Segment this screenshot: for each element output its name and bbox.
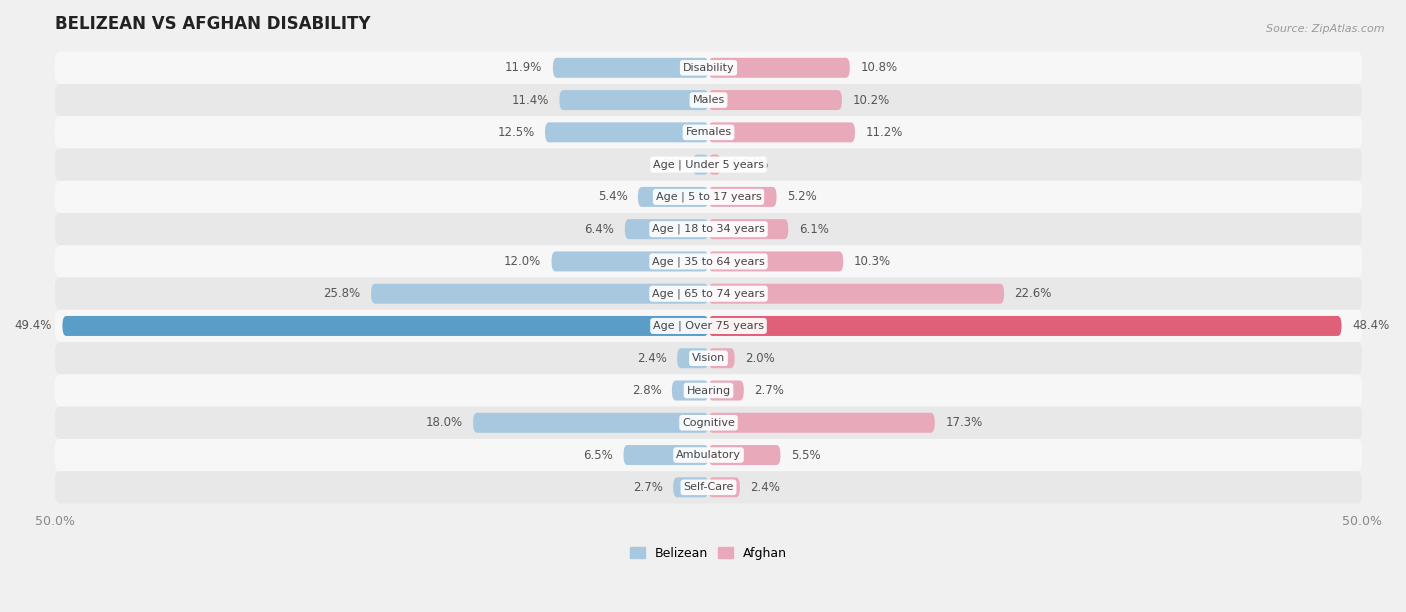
Text: 2.8%: 2.8% — [631, 384, 661, 397]
FancyBboxPatch shape — [638, 187, 709, 207]
Text: 2.4%: 2.4% — [751, 481, 780, 494]
Text: 25.8%: 25.8% — [323, 287, 360, 300]
FancyBboxPatch shape — [472, 412, 709, 433]
FancyBboxPatch shape — [55, 245, 1362, 278]
FancyBboxPatch shape — [55, 181, 1362, 213]
Text: Age | 18 to 34 years: Age | 18 to 34 years — [652, 224, 765, 234]
Text: 1.2%: 1.2% — [652, 158, 682, 171]
Text: Hearing: Hearing — [686, 386, 731, 395]
FancyBboxPatch shape — [709, 58, 849, 78]
Text: 2.7%: 2.7% — [633, 481, 662, 494]
FancyBboxPatch shape — [709, 381, 744, 400]
FancyBboxPatch shape — [55, 342, 1362, 375]
FancyBboxPatch shape — [709, 187, 776, 207]
Text: Females: Females — [686, 127, 731, 137]
Text: Age | 65 to 74 years: Age | 65 to 74 years — [652, 288, 765, 299]
Text: Age | Under 5 years: Age | Under 5 years — [652, 159, 763, 170]
Text: Cognitive: Cognitive — [682, 418, 735, 428]
Text: 22.6%: 22.6% — [1015, 287, 1052, 300]
Text: 11.4%: 11.4% — [512, 94, 548, 106]
Text: 2.0%: 2.0% — [745, 352, 775, 365]
Text: 6.4%: 6.4% — [585, 223, 614, 236]
Legend: Belizean, Afghan: Belizean, Afghan — [624, 542, 792, 565]
Text: 5.5%: 5.5% — [792, 449, 821, 461]
FancyBboxPatch shape — [55, 439, 1362, 471]
Text: 49.4%: 49.4% — [14, 319, 52, 332]
FancyBboxPatch shape — [55, 310, 1362, 342]
FancyBboxPatch shape — [709, 284, 1004, 304]
FancyBboxPatch shape — [709, 155, 721, 174]
Text: Disability: Disability — [683, 63, 734, 73]
Text: Males: Males — [692, 95, 724, 105]
FancyBboxPatch shape — [678, 348, 709, 368]
FancyBboxPatch shape — [709, 252, 844, 272]
Text: Self-Care: Self-Care — [683, 482, 734, 492]
FancyBboxPatch shape — [551, 252, 709, 272]
FancyBboxPatch shape — [672, 381, 709, 400]
Text: 12.5%: 12.5% — [498, 126, 534, 139]
Text: 2.7%: 2.7% — [754, 384, 785, 397]
FancyBboxPatch shape — [709, 348, 735, 368]
Text: Age | Over 75 years: Age | Over 75 years — [652, 321, 763, 331]
FancyBboxPatch shape — [709, 316, 1341, 336]
Text: BELIZEAN VS AFGHAN DISABILITY: BELIZEAN VS AFGHAN DISABILITY — [55, 15, 370, 33]
Text: 12.0%: 12.0% — [503, 255, 541, 268]
Text: 10.8%: 10.8% — [860, 61, 897, 74]
Text: 18.0%: 18.0% — [426, 416, 463, 429]
FancyBboxPatch shape — [62, 316, 709, 336]
FancyBboxPatch shape — [623, 445, 709, 465]
FancyBboxPatch shape — [55, 84, 1362, 116]
Text: Ambulatory: Ambulatory — [676, 450, 741, 460]
FancyBboxPatch shape — [709, 122, 855, 143]
FancyBboxPatch shape — [560, 90, 709, 110]
FancyBboxPatch shape — [673, 477, 709, 498]
Text: Age | 5 to 17 years: Age | 5 to 17 years — [655, 192, 762, 202]
FancyBboxPatch shape — [709, 477, 740, 498]
FancyBboxPatch shape — [709, 219, 789, 239]
Text: 2.4%: 2.4% — [637, 352, 666, 365]
FancyBboxPatch shape — [371, 284, 709, 304]
Text: Source: ZipAtlas.com: Source: ZipAtlas.com — [1267, 24, 1385, 34]
FancyBboxPatch shape — [55, 149, 1362, 181]
FancyBboxPatch shape — [624, 219, 709, 239]
FancyBboxPatch shape — [55, 116, 1362, 149]
FancyBboxPatch shape — [55, 375, 1362, 406]
Text: 6.5%: 6.5% — [583, 449, 613, 461]
FancyBboxPatch shape — [709, 445, 780, 465]
Text: 10.2%: 10.2% — [852, 94, 890, 106]
Text: Age | 35 to 64 years: Age | 35 to 64 years — [652, 256, 765, 267]
FancyBboxPatch shape — [709, 412, 935, 433]
FancyBboxPatch shape — [55, 471, 1362, 504]
Text: 48.4%: 48.4% — [1353, 319, 1389, 332]
Text: 6.1%: 6.1% — [799, 223, 828, 236]
Text: 10.3%: 10.3% — [853, 255, 891, 268]
Text: 0.94%: 0.94% — [731, 158, 769, 171]
Text: 5.4%: 5.4% — [598, 190, 627, 203]
Text: Vision: Vision — [692, 353, 725, 364]
FancyBboxPatch shape — [546, 122, 709, 143]
FancyBboxPatch shape — [55, 406, 1362, 439]
FancyBboxPatch shape — [693, 155, 709, 174]
FancyBboxPatch shape — [55, 51, 1362, 84]
FancyBboxPatch shape — [55, 278, 1362, 310]
Text: 17.3%: 17.3% — [945, 416, 983, 429]
Text: 5.2%: 5.2% — [787, 190, 817, 203]
FancyBboxPatch shape — [553, 58, 709, 78]
Text: 11.9%: 11.9% — [505, 61, 543, 74]
FancyBboxPatch shape — [55, 213, 1362, 245]
FancyBboxPatch shape — [709, 90, 842, 110]
Text: 11.2%: 11.2% — [866, 126, 903, 139]
